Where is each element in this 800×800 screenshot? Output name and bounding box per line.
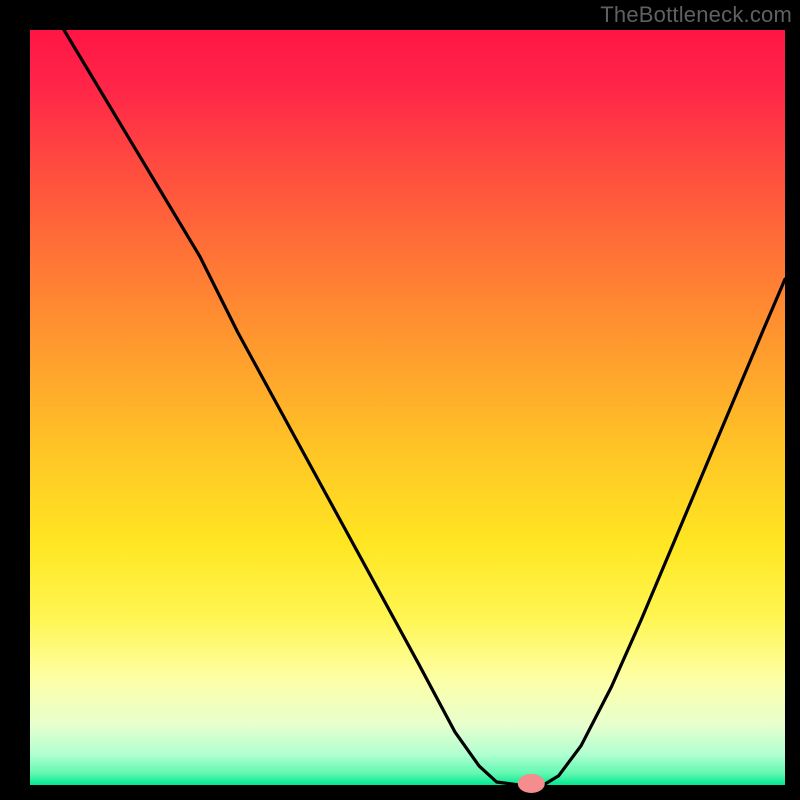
- bottleneck-chart: [0, 0, 800, 800]
- chart-container: TheBottleneck.com: [0, 0, 800, 800]
- optimum-marker: [518, 775, 544, 793]
- plot-background: [30, 30, 785, 785]
- watermark-text: TheBottleneck.com: [600, 2, 792, 28]
